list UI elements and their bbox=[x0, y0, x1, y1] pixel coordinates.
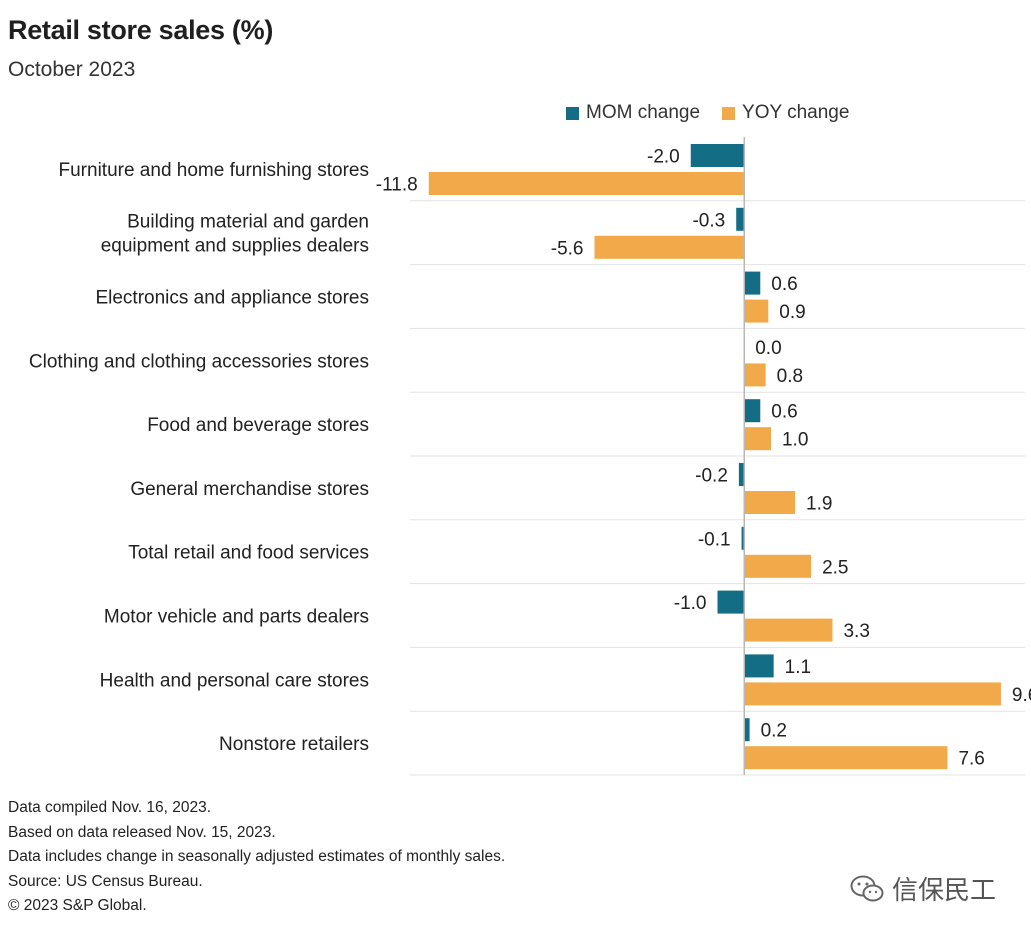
legend-item-mom: MOM change bbox=[566, 102, 700, 124]
data-label-yoy: 3.3 bbox=[843, 621, 869, 642]
watermark-text: 信保民工 bbox=[892, 875, 997, 905]
category-label: Clothing and clothing accessories stores bbox=[29, 351, 369, 372]
category-label: equipment and supplies dealers bbox=[101, 236, 369, 257]
data-label-mom: -1.0 bbox=[674, 593, 707, 614]
data-label-mom: -0.3 bbox=[692, 210, 725, 231]
data-label-yoy: 1.0 bbox=[782, 430, 808, 451]
category-label: Total retail and food services bbox=[128, 543, 369, 564]
bar-yoy bbox=[744, 682, 1001, 706]
bar-mom bbox=[736, 207, 745, 231]
category-label: Furniture and home furnishing stores bbox=[59, 160, 370, 181]
data-label-mom: 0.0 bbox=[755, 338, 781, 359]
data-label-yoy: 0.9 bbox=[779, 302, 805, 323]
footer-source: Source: US Census Bureau. bbox=[8, 872, 203, 890]
chart-footer: Data compiled Nov. 16, 2023. Based on da… bbox=[8, 796, 505, 919]
data-label-mom: 0.2 bbox=[761, 721, 787, 742]
legend-label-yoy: YOY change bbox=[742, 102, 850, 123]
bar-mom bbox=[738, 463, 745, 486]
bar-yoy bbox=[744, 427, 771, 451]
category-label: Food and beverage stores bbox=[147, 415, 369, 436]
bar-chart: Furniture and home furnishing stores -2.0… bbox=[29, 137, 1031, 776]
data-label-yoy: 0.8 bbox=[777, 366, 803, 387]
category-label: Motor vehicle and parts dealers bbox=[104, 607, 369, 628]
bar-yoy bbox=[744, 491, 796, 514]
bar-yoy bbox=[744, 299, 769, 323]
data-label-mom: -2.0 bbox=[647, 147, 680, 168]
wechat-icon bbox=[850, 875, 884, 901]
data-label-yoy: -11.8 bbox=[376, 175, 418, 196]
data-label-yoy: 1.9 bbox=[806, 494, 832, 515]
bar-mom bbox=[741, 526, 745, 550]
category-label: General merchandise stores bbox=[130, 479, 369, 500]
bar-yoy bbox=[744, 363, 766, 387]
chart-legend: MOM change YOY change bbox=[566, 102, 871, 124]
data-label-mom: 1.1 bbox=[785, 657, 811, 678]
bar-mom bbox=[744, 654, 774, 678]
bar-mom bbox=[690, 144, 745, 167]
chart-title: Retail store sales (%) bbox=[8, 15, 274, 45]
footer-copyright: © 2023 S&P Global. bbox=[8, 897, 147, 914]
category-label: Health and personal care stores bbox=[100, 670, 369, 691]
data-label-mom: -0.2 bbox=[695, 466, 728, 487]
bar-mom bbox=[744, 271, 761, 295]
watermark: 信保民工 bbox=[850, 870, 996, 907]
category-label: Electronics and appliance stores bbox=[95, 288, 369, 309]
legend-swatch-mom bbox=[566, 106, 579, 120]
legend-swatch-yoy bbox=[722, 106, 736, 120]
category-label: Building material and garden bbox=[127, 212, 369, 233]
category-label: Nonstore retailers bbox=[219, 734, 369, 755]
data-label-mom: 0.6 bbox=[771, 402, 797, 423]
bar-yoy bbox=[594, 235, 745, 259]
footer-release-note: Based on data released Nov. 15, 2023. bbox=[8, 823, 276, 841]
footer-methodology-note: Data includes change in seasonally adjus… bbox=[8, 848, 506, 865]
legend-item-yoy: YOY change bbox=[722, 102, 849, 124]
data-label-mom: -0.1 bbox=[698, 529, 731, 550]
data-label-mom: 0.6 bbox=[771, 274, 797, 295]
data-label-yoy: 9.6 bbox=[1012, 685, 1031, 706]
bar-yoy bbox=[744, 554, 812, 578]
bar-mom bbox=[744, 399, 761, 423]
bar-mom bbox=[744, 718, 750, 742]
bar-yoy bbox=[744, 618, 833, 642]
data-label-yoy: 7.6 bbox=[958, 749, 984, 770]
bar-yoy bbox=[428, 172, 745, 195]
footer-compiled-note: Data compiled Nov. 16, 2023. bbox=[8, 799, 212, 816]
bar-yoy bbox=[744, 746, 948, 770]
data-label-yoy: 2.5 bbox=[822, 557, 848, 578]
data-label-yoy: -5.6 bbox=[551, 238, 584, 259]
chart-subtitle: October 2023 bbox=[8, 58, 136, 81]
legend-label-mom: MOM change bbox=[586, 102, 701, 123]
bar-mom bbox=[717, 590, 745, 614]
